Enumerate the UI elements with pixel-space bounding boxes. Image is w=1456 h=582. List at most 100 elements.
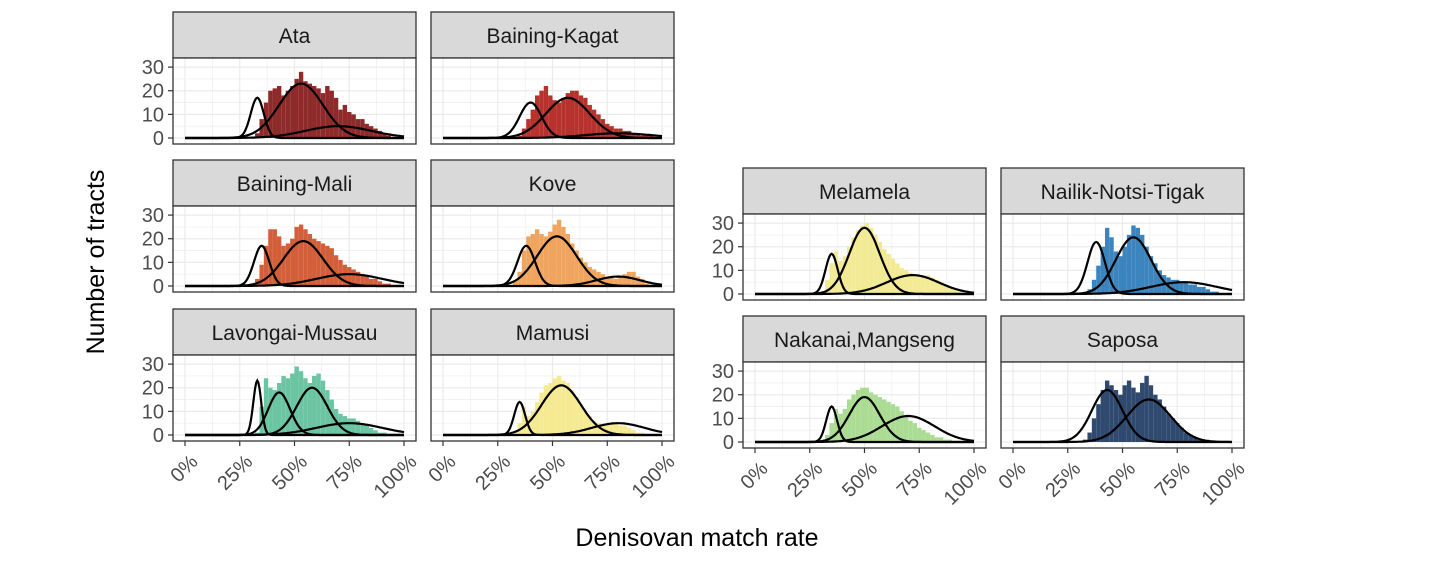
histogram-bar [912, 423, 918, 442]
facet-saposa: Saposa 0% 25% 50% 75% 100% [994, 315, 1250, 510]
panel-border [1000, 213, 1245, 301]
mixture-component-curve [443, 132, 663, 140]
histogram-bar [320, 93, 326, 138]
facet-strip-label: Ata [279, 25, 311, 48]
histogram-bar [329, 248, 334, 286]
y-tick-label: 30 [712, 361, 734, 383]
facet-strip [172, 308, 417, 356]
facet-strip [742, 167, 987, 215]
histogram-bar [263, 245, 269, 286]
histogram-bar [1175, 423, 1180, 442]
panel-border [742, 213, 987, 301]
histogram-bar [578, 95, 584, 138]
histogram-bar [631, 133, 636, 138]
histogram-bar [290, 238, 295, 286]
histogram-bar [855, 230, 861, 294]
histogram-bar [276, 383, 282, 435]
x-tick-label: 25% [471, 451, 515, 495]
histogram-bar [382, 432, 387, 435]
histogram-bar [276, 86, 282, 138]
histogram-bar [281, 95, 286, 138]
histogram-bar [307, 83, 313, 138]
histogram-bar [294, 366, 299, 435]
y-tick-label: 20 [142, 81, 164, 103]
y-tick-label: 30 [142, 57, 164, 79]
histogram-bar [1192, 284, 1197, 294]
histogram-bar [373, 278, 378, 286]
y-tick-label: 20 [142, 378, 164, 400]
histogram-bar [382, 133, 387, 138]
histogram-bar [1196, 286, 1202, 294]
histogram-bar [648, 135, 654, 138]
histogram-bar [851, 394, 856, 442]
histogram-bar [548, 231, 553, 286]
y-tick-label: 0 [723, 284, 734, 306]
histogram-bar [347, 112, 352, 138]
histogram-bar [552, 100, 557, 138]
histogram-bar [596, 423, 601, 435]
mixture-component-curve [185, 422, 405, 437]
y-tick-label: 10 [712, 408, 734, 430]
histogram-bar [1170, 418, 1176, 442]
histogram-bar [386, 283, 391, 286]
histogram-bar [1140, 234, 1145, 294]
histogram-bar [565, 93, 571, 138]
histogram-bar [868, 227, 874, 294]
histogram-bar [938, 437, 944, 442]
histogram-bar [605, 276, 610, 286]
histogram-bar [255, 133, 260, 138]
histogram-bar [1188, 284, 1193, 294]
facet-mamusi: Mamusi 0% 25% 50% 75% 100% [424, 308, 680, 503]
x-tick-label: 50% [1096, 458, 1140, 502]
histogram-bar [281, 375, 286, 435]
histogram-bar [622, 425, 627, 435]
x-tick-label: 0% [424, 451, 460, 487]
histogram-bar [877, 242, 883, 294]
histogram-bar [377, 432, 383, 435]
histogram-bar [1113, 251, 1119, 294]
mixture-component-curve [443, 422, 663, 437]
histogram-bar [364, 425, 369, 435]
histogram-bar [1153, 394, 1158, 442]
histogram-bar [338, 109, 343, 138]
facet-nailik-notsi-tigak: Nailik-Notsi-Tigak [1000, 167, 1245, 301]
x-tick-label: 0% [994, 458, 1030, 494]
histogram-bar [1210, 291, 1215, 294]
histogram-bar [1126, 234, 1132, 294]
histogram-bar [329, 399, 334, 435]
histogram-bar [587, 104, 592, 138]
histogram-bar [548, 383, 553, 435]
histogram-bar [539, 234, 544, 286]
histogram-bar [1109, 385, 1114, 442]
histogram-bar [360, 274, 365, 286]
histogram-bar [548, 95, 553, 138]
histogram-bar [640, 278, 645, 286]
y-tick-label: 20 [712, 237, 734, 259]
histogram-bar [1148, 256, 1154, 294]
histogram-bar [382, 283, 387, 286]
histogram-bar [860, 387, 865, 442]
x-tick-label: 50% [526, 451, 570, 495]
histogram-bar [272, 390, 277, 435]
histogram-bar [583, 411, 588, 435]
histogram-bar [1144, 246, 1149, 294]
facet-panels: Ata0102030Baining-KagatBaining-Mali01020… [142, 11, 1250, 510]
histogram-bar [943, 439, 948, 442]
histogram-bar [303, 229, 308, 286]
histogram-bar [578, 404, 584, 435]
histogram-bar [530, 411, 535, 435]
histogram-bar [583, 262, 588, 286]
mixture-component-curve [185, 273, 405, 288]
histogram-bar [956, 291, 961, 294]
histogram-bar [272, 229, 277, 286]
histogram-bar [355, 420, 361, 435]
histogram-bar [307, 383, 313, 435]
histogram-bar [846, 399, 852, 442]
histogram-bar [618, 276, 623, 286]
histogram-bar [1126, 380, 1132, 442]
histogram-bar [833, 251, 839, 294]
histogram-bar [873, 394, 878, 442]
